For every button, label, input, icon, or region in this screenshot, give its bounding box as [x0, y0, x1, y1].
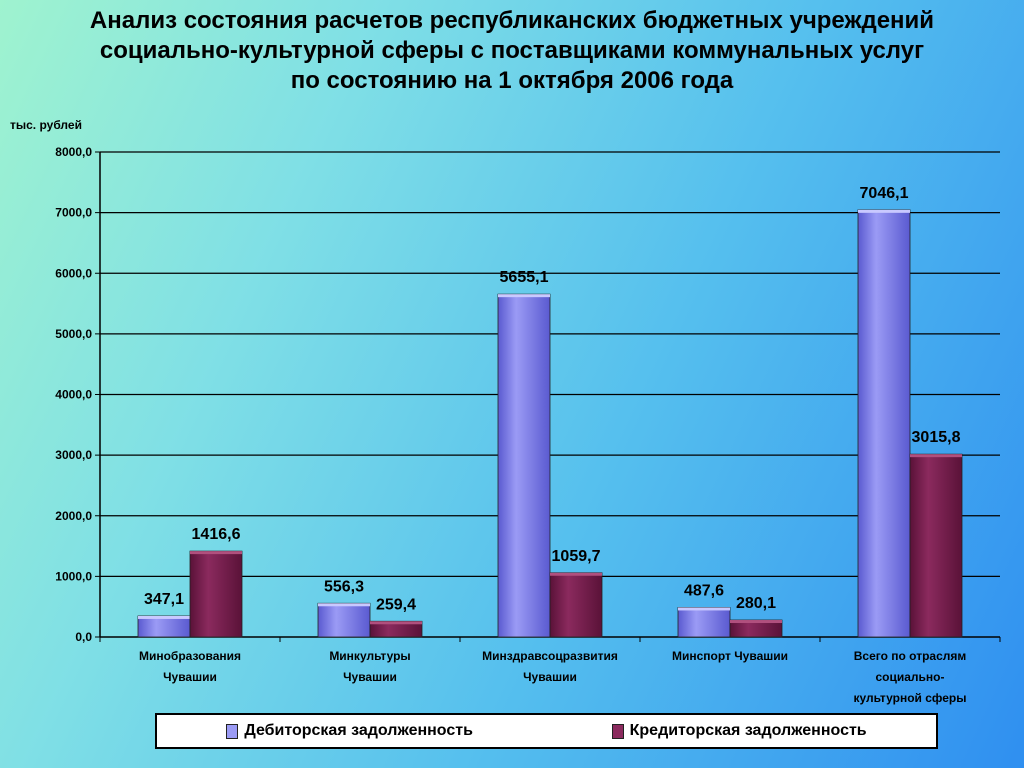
- legend-swatch-debit: [226, 723, 239, 739]
- bar-top-credit-1: [370, 621, 422, 625]
- legend: Дебиторская задолженность Кредиторская з…: [155, 713, 938, 749]
- category-label: Минобразования: [139, 649, 241, 663]
- data-label-credit-4: 3015,8: [912, 429, 961, 446]
- bar-debit-3: [677, 607, 731, 638]
- bars: [137, 209, 963, 638]
- title-line-2: социально-культурной сферы с поставщикам…: [99, 37, 925, 64]
- legend-item-credit: Кредиторская задолженность: [611, 722, 867, 740]
- category-label: социально-: [875, 670, 944, 684]
- bar-credit-0: [189, 550, 243, 638]
- y-tick-label: 6000,0: [55, 266, 92, 280]
- bar-top-credit-3: [730, 620, 782, 624]
- data-label-debit-4: 7046,1: [860, 185, 909, 202]
- y-tick-label: 3000,0: [55, 448, 92, 462]
- slide-title: Анализ состояния расчетов республикански…: [0, 6, 1024, 96]
- bar-credit-4: [909, 453, 963, 638]
- legend-label-debit: Дебиторская задолженность: [244, 722, 473, 739]
- category-label: Чувашии: [163, 670, 217, 684]
- data-label-debit-3: 487,6: [684, 582, 724, 599]
- bar-top-credit-4: [910, 454, 962, 458]
- y-tick-label: 5000,0: [55, 327, 92, 341]
- data-label-credit-2: 1059,7: [552, 548, 601, 565]
- bar-top-debit-1: [318, 603, 370, 607]
- y-tick-label: 7000,0: [55, 206, 92, 220]
- data-label-debit-0: 347,1: [144, 591, 184, 608]
- category-label: Минспорт Чувашии: [672, 649, 788, 663]
- category-label: Всего по отраслям: [854, 649, 967, 663]
- legend-label-credit: Кредиторская задолженность: [629, 722, 867, 739]
- bar-top-debit-0: [138, 615, 190, 619]
- title-line-3: по состоянию на 1 октября 2006 года: [290, 67, 734, 94]
- bar-top-credit-2: [550, 572, 602, 576]
- bar-debit-0: [137, 615, 191, 638]
- data-label-credit-1: 259,4: [376, 596, 416, 613]
- data-label-credit-3: 280,1: [736, 595, 776, 612]
- bar-chart: тыс. рублей 0,0 1000,0 2000,0 3000,0 4000,0 5…: [10, 118, 1001, 705]
- legend-item-debit: Дебиторская задолженность: [226, 722, 473, 740]
- bar-debit-2: [497, 293, 551, 638]
- category-label: Минкультуры: [329, 649, 410, 663]
- title-line-1: Анализ состояния расчетов республикански…: [89, 7, 935, 34]
- data-label-credit-0: 1416,6: [192, 526, 241, 543]
- bar-credit-2: [549, 572, 603, 638]
- category-label: Чувашии: [523, 670, 577, 684]
- legend-swatch-credit: [611, 723, 624, 739]
- y-tick-label: 8000,0: [55, 145, 92, 159]
- y-tick-label: 1000,0: [55, 569, 92, 583]
- category-label: Минздравсоцразвития: [482, 649, 618, 663]
- y-axis-unit-label: тыс. рублей: [10, 118, 82, 132]
- labels: 0,0 1000,0 2000,0 3000,0 4000,0 5000,0 6000,0 7…: [55, 145, 966, 705]
- bar-top-debit-3: [678, 607, 730, 611]
- data-label-debit-2: 5655,1: [500, 269, 549, 286]
- bar-top-credit-0: [190, 551, 242, 555]
- bar-top-debit-4: [858, 209, 910, 213]
- bar-debit-1: [317, 602, 371, 638]
- y-tick-label: 0,0: [75, 630, 92, 644]
- bar-debit-4: [857, 209, 911, 638]
- data-label-debit-1: 556,3: [324, 578, 364, 595]
- category-label: Чувашии: [343, 670, 397, 684]
- bar-top-debit-2: [498, 294, 550, 298]
- y-tick-label: 2000,0: [55, 509, 92, 523]
- y-tick-label: 4000,0: [55, 388, 92, 402]
- category-label: культурной сферы: [853, 691, 966, 705]
